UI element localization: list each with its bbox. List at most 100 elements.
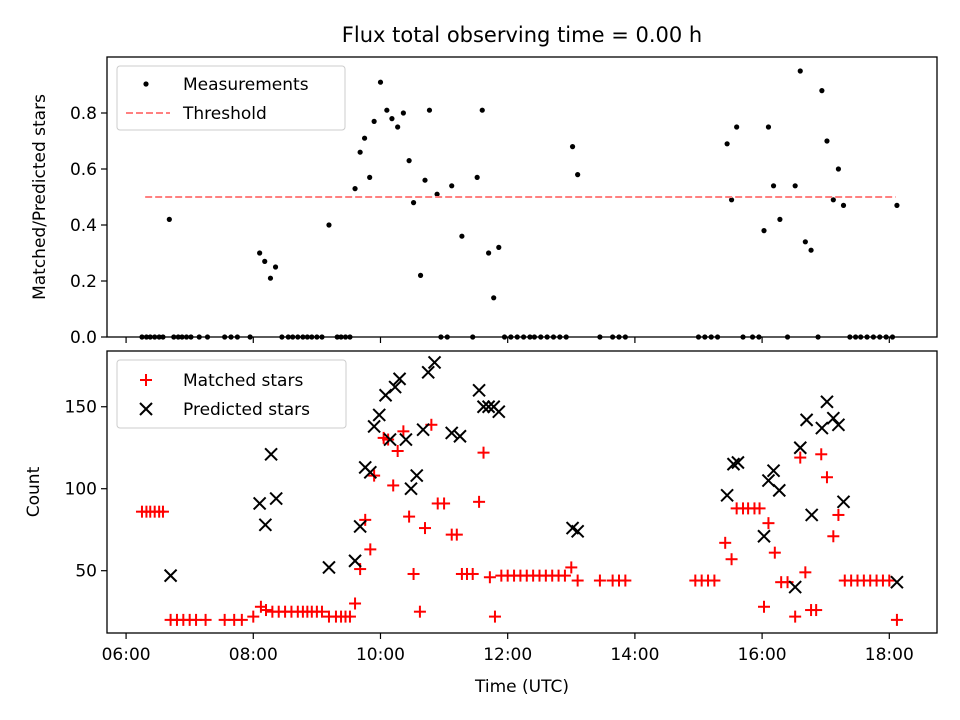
measurement-point	[361, 135, 368, 141]
matched-star-point	[397, 425, 410, 438]
predicted-star-point	[421, 365, 435, 380]
top-panel-frame	[106, 56, 938, 338]
predicted-star-point	[890, 575, 904, 589]
measurement-point	[734, 124, 740, 130]
bottom-panel-x-ticks: 06:00 08:00 10:00 12:00 14:00 16:00 18:00	[102, 633, 914, 665]
matched-star-point	[794, 451, 807, 464]
measurement-point	[486, 250, 492, 256]
measurement-point	[575, 172, 581, 178]
measurement-point	[724, 141, 730, 147]
y-tick-label: 0.6	[70, 160, 97, 180]
measurement-point	[262, 258, 268, 264]
legend-measurements-label: Measurements	[183, 75, 309, 95]
matched-star-point	[419, 522, 432, 535]
predicted-star-point	[815, 421, 829, 435]
matched-star-point	[890, 613, 903, 626]
predicted-star-point	[799, 413, 814, 427]
measurement-point	[792, 183, 798, 189]
top-panel-legend: Measurements Threshold	[116, 65, 346, 131]
matched-star-point	[565, 561, 578, 574]
predicted-star-point	[404, 482, 418, 496]
matched-star-point	[473, 495, 486, 508]
x-tick-label: 08:00	[229, 645, 278, 665]
x-tick-label: 06:00	[102, 645, 151, 665]
legend-matched-label: Matched stars	[183, 371, 303, 391]
legend-matched-marker	[140, 374, 152, 386]
measurement-point	[797, 68, 803, 74]
measurement-point	[894, 202, 900, 208]
measurement-point	[824, 138, 830, 144]
matched-star-point	[199, 613, 212, 626]
measurement-point	[569, 144, 576, 150]
top-panel-y-label: Matched/Predicted stars	[30, 94, 50, 300]
bottom-panel-legend: Matched stars Predicted stars	[116, 359, 347, 429]
predicted-star-point	[372, 408, 386, 422]
x-tick-label: 16:00	[738, 645, 787, 665]
predicted-star-point	[427, 355, 442, 370]
predicted-star-point	[766, 463, 781, 478]
measurement-point	[389, 116, 395, 122]
measurement-point	[434, 191, 440, 197]
predicted-star-point	[258, 518, 273, 532]
legend-measurements-marker	[143, 81, 149, 87]
measurement-point	[808, 247, 814, 253]
matched-star-point	[403, 510, 416, 523]
predicted-star-point	[831, 418, 846, 432]
chart-title: Flux total observing time = 0.00 h	[342, 23, 702, 47]
predicted-star-point	[453, 429, 467, 443]
matched-star-point	[832, 508, 845, 521]
y-tick-label: 0.2	[70, 272, 97, 292]
matched-star-point	[827, 530, 840, 543]
measurement-point	[491, 295, 497, 301]
y-tick-label: 0.4	[70, 216, 97, 236]
matched-star-point	[883, 574, 896, 587]
top-panel-y-ticks: 0.0 0.2 0.4 0.6 0.8	[70, 104, 107, 348]
matched-star-point	[619, 574, 632, 587]
legend-predicted-marker	[139, 402, 153, 416]
measurement-point	[272, 264, 279, 270]
predicted-star-point	[826, 411, 841, 425]
matched-star-point	[315, 605, 328, 618]
predicted-star-point	[476, 400, 491, 414]
predicted-star-point	[388, 380, 402, 394]
matched-star-point	[343, 610, 356, 623]
measurement-point	[777, 216, 783, 222]
measurement-point	[395, 124, 401, 130]
matched-star-point	[719, 536, 732, 549]
matched-star-point	[359, 513, 372, 526]
y-tick-label: 0.8	[70, 104, 97, 124]
predicted-star-point	[367, 419, 381, 434]
top-panel: 0.00.20.40.60.8 Matched/Predicted stars …	[30, 56, 938, 348]
predicted-star-point	[820, 395, 834, 409]
matched-star-point	[762, 517, 775, 530]
matched-star-point	[810, 604, 823, 617]
y-tick-label: 50	[75, 562, 97, 582]
predicted-star-point	[793, 441, 807, 455]
measurement-point	[426, 107, 433, 113]
top-panel-x-ticks	[125, 337, 890, 343]
measurement-point	[367, 174, 373, 180]
measurement-point	[835, 166, 842, 172]
matched-star-point	[407, 567, 420, 580]
predicted-star-point	[392, 372, 407, 386]
predicted-star-point	[269, 491, 283, 506]
predicted-star-point	[445, 426, 459, 440]
measurement-point	[728, 197, 735, 203]
measurement-point	[267, 275, 274, 281]
bottom-panel-frame	[106, 350, 938, 634]
measurement-point	[166, 216, 172, 222]
bottom-panel-marks	[135, 355, 904, 626]
measurement-point	[371, 118, 377, 124]
matched-star-point	[593, 574, 606, 587]
bottom-panel-y-label: Count	[24, 466, 44, 517]
y-tick-label: 150	[65, 398, 97, 418]
predicted-star-point	[348, 554, 362, 568]
predicted-star-point	[353, 519, 367, 534]
legend-box	[116, 359, 347, 429]
matched-star-point	[558, 569, 571, 582]
measurement-point	[474, 174, 480, 180]
predicted-star-point	[322, 560, 336, 575]
predicted-star-point	[804, 508, 819, 522]
predicted-star-point	[399, 432, 413, 447]
predicted-star-point	[757, 529, 771, 543]
